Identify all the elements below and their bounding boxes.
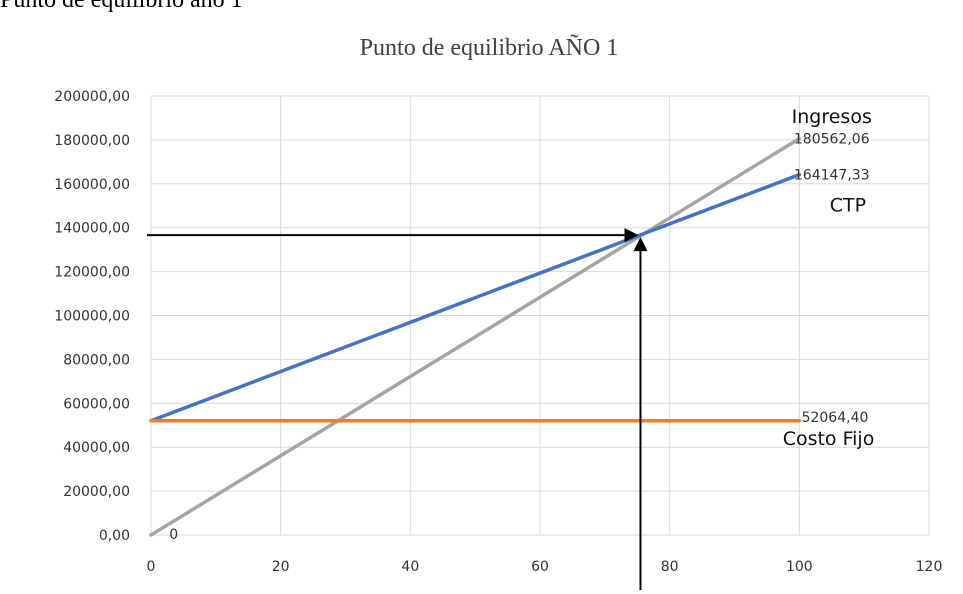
y-tick-label: 100000,00 bbox=[54, 309, 130, 325]
costo-fijo-label-annotation: Costo Fijo bbox=[783, 428, 875, 450]
x-tick-label: 120 bbox=[916, 559, 943, 575]
ctp-label-annotation: CTP bbox=[830, 195, 866, 217]
x-tick-label: 0 bbox=[147, 559, 156, 575]
ingresos-value-annotation: 180562,06 bbox=[794, 132, 870, 148]
document-caption: Punto de equilibrio año 1 bbox=[0, 0, 243, 13]
chart-title: Punto de equilibrio AÑO 1 bbox=[360, 35, 619, 61]
ctp-value-annotation: 164147,33 bbox=[794, 168, 870, 184]
ingresos-label-annotation: Ingresos bbox=[792, 106, 872, 128]
y-tick-label: 40000,00 bbox=[63, 440, 130, 456]
x-tick-label: 80 bbox=[661, 559, 679, 575]
y-tick-label: 160000,00 bbox=[54, 177, 130, 193]
y-tick-label: 180000,00 bbox=[54, 133, 130, 149]
horizontal-arrowhead bbox=[624, 228, 639, 243]
y-tick-label: 60000,00 bbox=[63, 396, 130, 412]
y-tick-label: 120000,00 bbox=[54, 265, 130, 281]
tick-labels: 0,0020000,0040000,0060000,0080000,001000… bbox=[54, 89, 942, 575]
y-tick-label: 20000,00 bbox=[63, 484, 130, 500]
series-lines bbox=[149, 136, 802, 537]
x-tick-label: 60 bbox=[531, 559, 549, 575]
y-tick-label: 140000,00 bbox=[54, 221, 130, 237]
y-tick-label: 80000,00 bbox=[63, 352, 130, 368]
x-tick-label: 20 bbox=[272, 559, 290, 575]
ctp-line bbox=[149, 172, 802, 423]
y-tick-label: 0,00 bbox=[99, 528, 130, 544]
x-tick-label: 100 bbox=[786, 559, 813, 575]
grid bbox=[150, 95, 930, 536]
y-tick-label: 200000,00 bbox=[54, 89, 130, 105]
ingresos-line bbox=[149, 136, 802, 537]
x-tick-label: 40 bbox=[401, 559, 419, 575]
vertical-arrowhead bbox=[633, 237, 648, 252]
annotations: Ingresos 180562,06 164147,33 CTP 52064,40 Cos… bbox=[169, 106, 874, 543]
origin-label-annotation: 0 bbox=[169, 527, 178, 543]
breakeven-arrows bbox=[147, 228, 648, 590]
costo-fijo-value-annotation: 52064,40 bbox=[802, 410, 869, 426]
